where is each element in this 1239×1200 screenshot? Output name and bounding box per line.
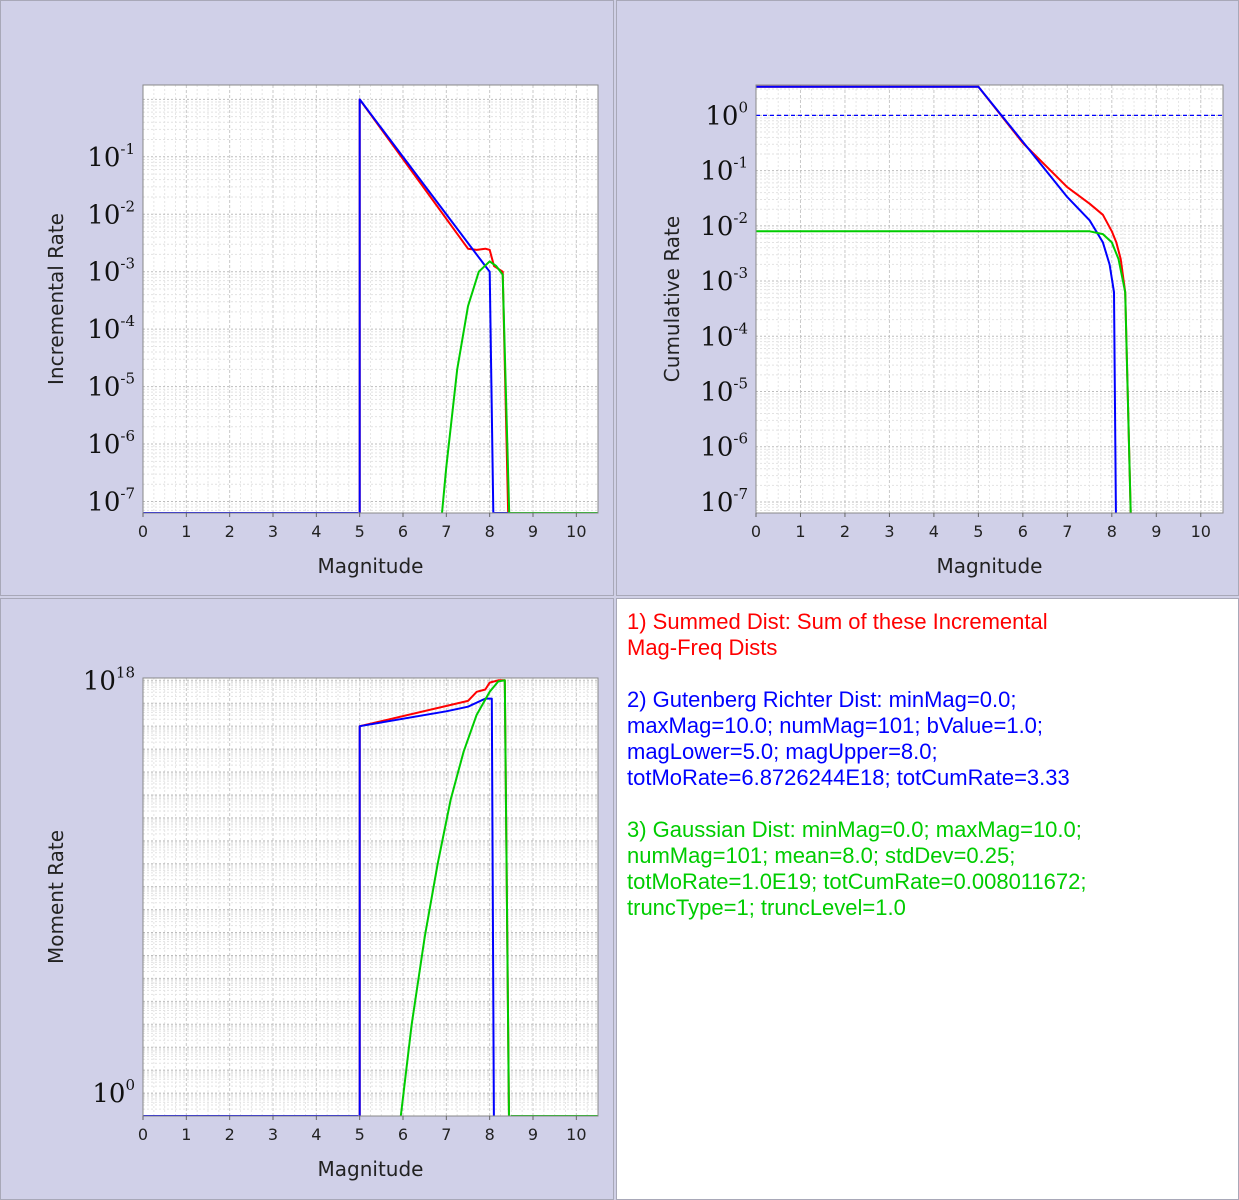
- y-tick-label: 10-4: [87, 312, 135, 345]
- x-tick-label: 0: [751, 522, 761, 541]
- plot-border: [142, 84, 599, 514]
- y-tick-label: 10-6: [87, 427, 135, 460]
- x-tick-label: 1: [181, 1125, 191, 1144]
- x-tick-label: 7: [441, 522, 451, 541]
- x-tick-label: 3: [884, 522, 894, 541]
- y-tick-label: 10-5: [87, 370, 135, 403]
- y-tick-label: 1018: [83, 663, 135, 696]
- x-tick-label: 0: [138, 1125, 148, 1144]
- y-tick-label: 10-4: [700, 319, 748, 352]
- series-line-gutenberg: [143, 697, 495, 1116]
- legend-entry-gutenberg: 2) Gutenberg Richter Dist: minMag=0.0; m…: [627, 687, 1070, 790]
- x-axis-label: Magnitude: [318, 1157, 424, 1181]
- x-tick-label: 8: [485, 1125, 495, 1144]
- x-tick-label: 0: [138, 522, 148, 541]
- cumulative-rate-chart: 0 1 2 3 4 5 6 7 8 9 10 100 10-1 10-2 10-3 10-4 10-5 10-6 1…: [660, 84, 1224, 578]
- incremental-rate-chart: 0 1 2 3 4 5 6 7 8 9 10 10-1 10-2 10-3 10-4 10-5 10-6 10-7…: [44, 84, 599, 578]
- moment-rate-chart: 0 1 2 3 4 5 6 7 8 9 10 1018 100 Magnitude Moment Rate: [44, 663, 599, 1181]
- x-axis-label: Magnitude: [937, 554, 1043, 578]
- y-tick-label: 10-2: [700, 209, 748, 242]
- y-tick-label: 10-6: [700, 430, 748, 463]
- x-tick-label: 2: [225, 522, 235, 541]
- grid: [143, 85, 598, 513]
- y-tick-label: 10-7: [87, 485, 135, 518]
- cumulative-rate-panel: 0 1 2 3 4 5 6 7 8 9 10 100 10-1 10-2 10-3 10-4 10-5 10-6 1…: [616, 0, 1239, 596]
- y-tick-label: 100: [92, 1076, 135, 1109]
- moment-rate-panel: 0 1 2 3 4 5 6 7 8 9 10 1018 100 Magnitude Moment Rate: [0, 598, 614, 1200]
- y-axis-label: Cumulative Rate: [660, 216, 684, 382]
- incremental-rate-panel: 0 1 2 3 4 5 6 7 8 9 10 10-1 10-2 10-3 10-4 10-5 10-6 10-7…: [0, 0, 614, 596]
- x-tick-label: 10: [1191, 522, 1211, 541]
- x-tick-label: 8: [485, 522, 495, 541]
- series-line-gaussian: [399, 679, 598, 1116]
- y-tick-label: 10-5: [700, 375, 748, 408]
- x-tick-label: 10: [566, 522, 586, 541]
- grid: [756, 85, 1223, 513]
- x-tick-label: 9: [1151, 522, 1161, 541]
- y-axis-label: Moment Rate: [44, 830, 68, 964]
- x-tick-label: 8: [1107, 522, 1117, 541]
- x-tick-label: 10: [566, 1125, 586, 1144]
- x-tick-label: 2: [225, 1125, 235, 1144]
- x-tick-label: 6: [1018, 522, 1028, 541]
- x-axis-label: Magnitude: [318, 554, 424, 578]
- series-line-gutenberg: [143, 98, 598, 513]
- legend-panel: 1) Summed Dist: Sum of these Incremental…: [616, 598, 1239, 1200]
- x-tick-label: 4: [929, 522, 939, 541]
- y-tick-label: 10-1: [700, 154, 748, 187]
- x-tick-label: 4: [311, 1125, 321, 1144]
- x-tick-label: 1: [181, 522, 191, 541]
- y-tick-label: 10-3: [700, 264, 748, 297]
- series-line-gutenberg: [756, 85, 1117, 513]
- x-tick-label: 7: [441, 1125, 451, 1144]
- x-tick-label: 2: [840, 522, 850, 541]
- y-tick-label: 10-3: [87, 255, 135, 288]
- x-tick-label: 9: [528, 522, 538, 541]
- x-tick-label: 3: [268, 522, 278, 541]
- y-tick-label: 10-7: [700, 485, 748, 518]
- x-tick-label: 6: [398, 522, 408, 541]
- x-tick-label: 6: [398, 1125, 408, 1144]
- y-tick-label: 10-1: [87, 140, 135, 173]
- y-tick-label: 10-2: [87, 197, 135, 230]
- legend-entry-gaussian: 3) Gaussian Dist: minMag=0.0; maxMag=10.…: [627, 817, 1087, 920]
- x-tick-label: 5: [973, 522, 983, 541]
- series-line-gaussian: [441, 260, 598, 513]
- x-tick-label: 7: [1062, 522, 1072, 541]
- series-line-summed: [143, 98, 598, 513]
- plot-border: [142, 677, 599, 1117]
- x-tick-label: 3: [268, 1125, 278, 1144]
- y-axis-label: Incremental Rate: [44, 213, 68, 385]
- y-tick-label: 100: [705, 98, 748, 131]
- x-tick-label: 5: [355, 522, 365, 541]
- legend-text: 1) Summed Dist: Sum of these Incremental…: [627, 609, 1227, 947]
- grid: [143, 678, 598, 1116]
- series-line-gaussian: [756, 230, 1132, 513]
- x-tick-label: 1: [795, 522, 805, 541]
- x-tick-label: 4: [311, 522, 321, 541]
- plot-border: [755, 84, 1224, 514]
- x-tick-label: 9: [528, 1125, 538, 1144]
- x-tick-label: 5: [355, 1125, 365, 1144]
- legend-entry-summed: 1) Summed Dist: Sum of these Incremental…: [627, 609, 1048, 660]
